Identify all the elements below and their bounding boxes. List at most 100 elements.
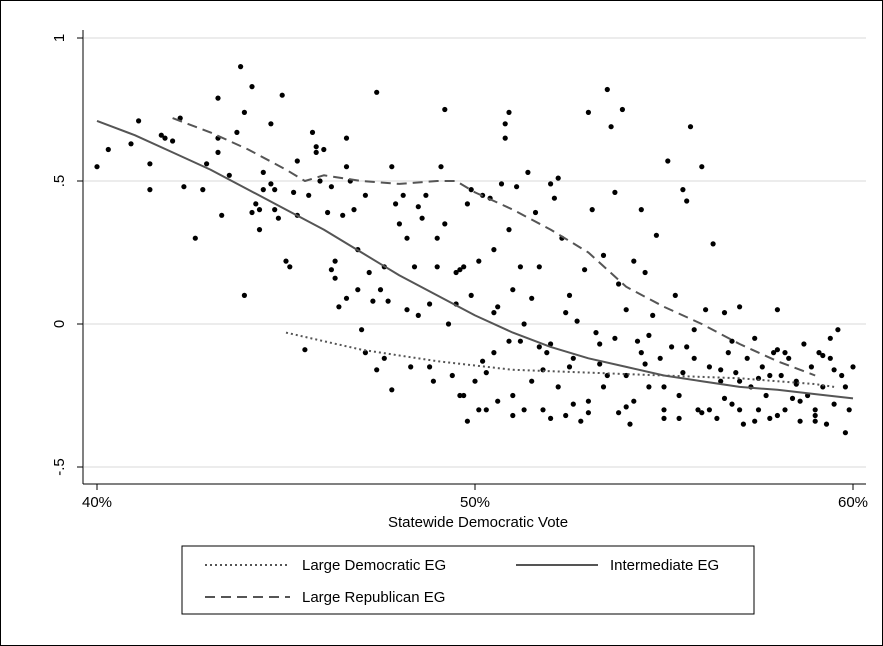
data-point-17 [219, 213, 224, 218]
data-point-247 [661, 416, 666, 421]
legend-label-large-republican: Large Republican EG [302, 589, 445, 606]
series-line-solid [97, 121, 853, 399]
data-point-117 [525, 170, 530, 175]
data-point-96 [469, 293, 474, 298]
data-point-202 [832, 402, 837, 407]
data-point-268 [820, 353, 825, 358]
data-point-261 [491, 350, 496, 355]
data-point-241 [843, 384, 848, 389]
data-point-200 [824, 422, 829, 427]
data-point-13 [204, 161, 209, 166]
data-point-228 [646, 333, 651, 338]
data-point-237 [782, 350, 787, 355]
data-point-78 [420, 216, 425, 221]
data-point-227 [631, 399, 636, 404]
data-point-24 [249, 84, 254, 89]
data-point-105 [495, 399, 500, 404]
data-point-137 [593, 330, 598, 335]
series-line-dashed [173, 118, 816, 375]
data-point-47 [325, 210, 330, 215]
data-point-124 [548, 181, 553, 186]
data-point-226 [616, 410, 621, 415]
data-point-114 [518, 264, 523, 269]
data-point-236 [767, 373, 772, 378]
data-point-126 [556, 176, 561, 181]
x-ticks: 40% 50% 60% [82, 484, 868, 511]
data-point-169 [707, 364, 712, 369]
data-point-36 [283, 259, 288, 264]
data-point-181 [752, 336, 757, 341]
data-point-113 [514, 184, 519, 189]
data-point-240 [828, 356, 833, 361]
data-point-139 [601, 253, 606, 258]
y-ticks: -.5 0 .5 1 [51, 34, 83, 476]
series-line-dotted [286, 333, 834, 387]
data-point-190 [786, 356, 791, 361]
data-point-72 [401, 193, 406, 198]
data-point-55 [344, 296, 349, 301]
data-point-42 [310, 130, 315, 135]
data-point-84 [438, 164, 443, 169]
data-point-245 [586, 410, 591, 415]
data-point-122 [540, 407, 545, 412]
fit-curves [97, 118, 853, 398]
data-point-29 [261, 187, 266, 192]
data-point-167 [699, 164, 704, 169]
data-point-253 [567, 364, 572, 369]
data-point-81 [427, 301, 432, 306]
data-point-152 [643, 270, 648, 275]
data-point-30 [268, 121, 273, 126]
data-point-161 [677, 393, 682, 398]
data-point-206 [847, 407, 852, 412]
data-point-219 [506, 339, 511, 344]
data-point-233 [722, 396, 727, 401]
data-point-143 [612, 336, 617, 341]
data-point-216 [465, 419, 470, 424]
data-point-77 [416, 204, 421, 209]
data-point-210 [363, 193, 368, 198]
data-point-71 [397, 221, 402, 226]
data-point-118 [529, 296, 534, 301]
data-point-32 [272, 207, 277, 212]
data-point-175 [729, 402, 734, 407]
data-point-249 [737, 407, 742, 412]
x-tick-label-2: 60% [838, 494, 868, 511]
data-point-173 [722, 310, 727, 315]
data-point-57 [351, 207, 356, 212]
data-point-25 [253, 201, 258, 206]
data-point-109 [506, 110, 511, 115]
data-point-51 [336, 304, 341, 309]
data-point-194 [801, 341, 806, 346]
data-point-45 [317, 178, 322, 183]
data-point-154 [650, 313, 655, 318]
data-point-246 [624, 404, 629, 409]
data-point-239 [813, 413, 818, 418]
data-point-250 [775, 413, 780, 418]
data-point-182 [756, 407, 761, 412]
data-point-267 [775, 347, 780, 352]
y-tick-label-3: 1 [51, 34, 68, 42]
data-point-121 [537, 344, 542, 349]
data-point-234 [737, 379, 742, 384]
data-point-5 [147, 187, 152, 192]
data-point-50 [333, 276, 338, 281]
data-point-263 [597, 341, 602, 346]
data-point-193 [798, 419, 803, 424]
data-point-20 [238, 64, 243, 69]
data-point-53 [344, 136, 349, 141]
data-point-19 [234, 130, 239, 135]
data-point-31 [268, 181, 273, 186]
data-point-222 [556, 384, 561, 389]
data-point-1 [106, 147, 111, 152]
data-point-159 [669, 344, 674, 349]
data-point-168 [703, 307, 708, 312]
data-point-125 [552, 196, 557, 201]
y-tick-label-1: 0 [51, 320, 68, 328]
data-point-244 [548, 416, 553, 421]
data-point-248 [699, 410, 704, 415]
data-point-135 [586, 110, 591, 115]
legend-label-large-democratic: Large Democratic EG [302, 557, 446, 574]
data-point-33 [272, 187, 277, 192]
data-point-101 [484, 407, 489, 412]
